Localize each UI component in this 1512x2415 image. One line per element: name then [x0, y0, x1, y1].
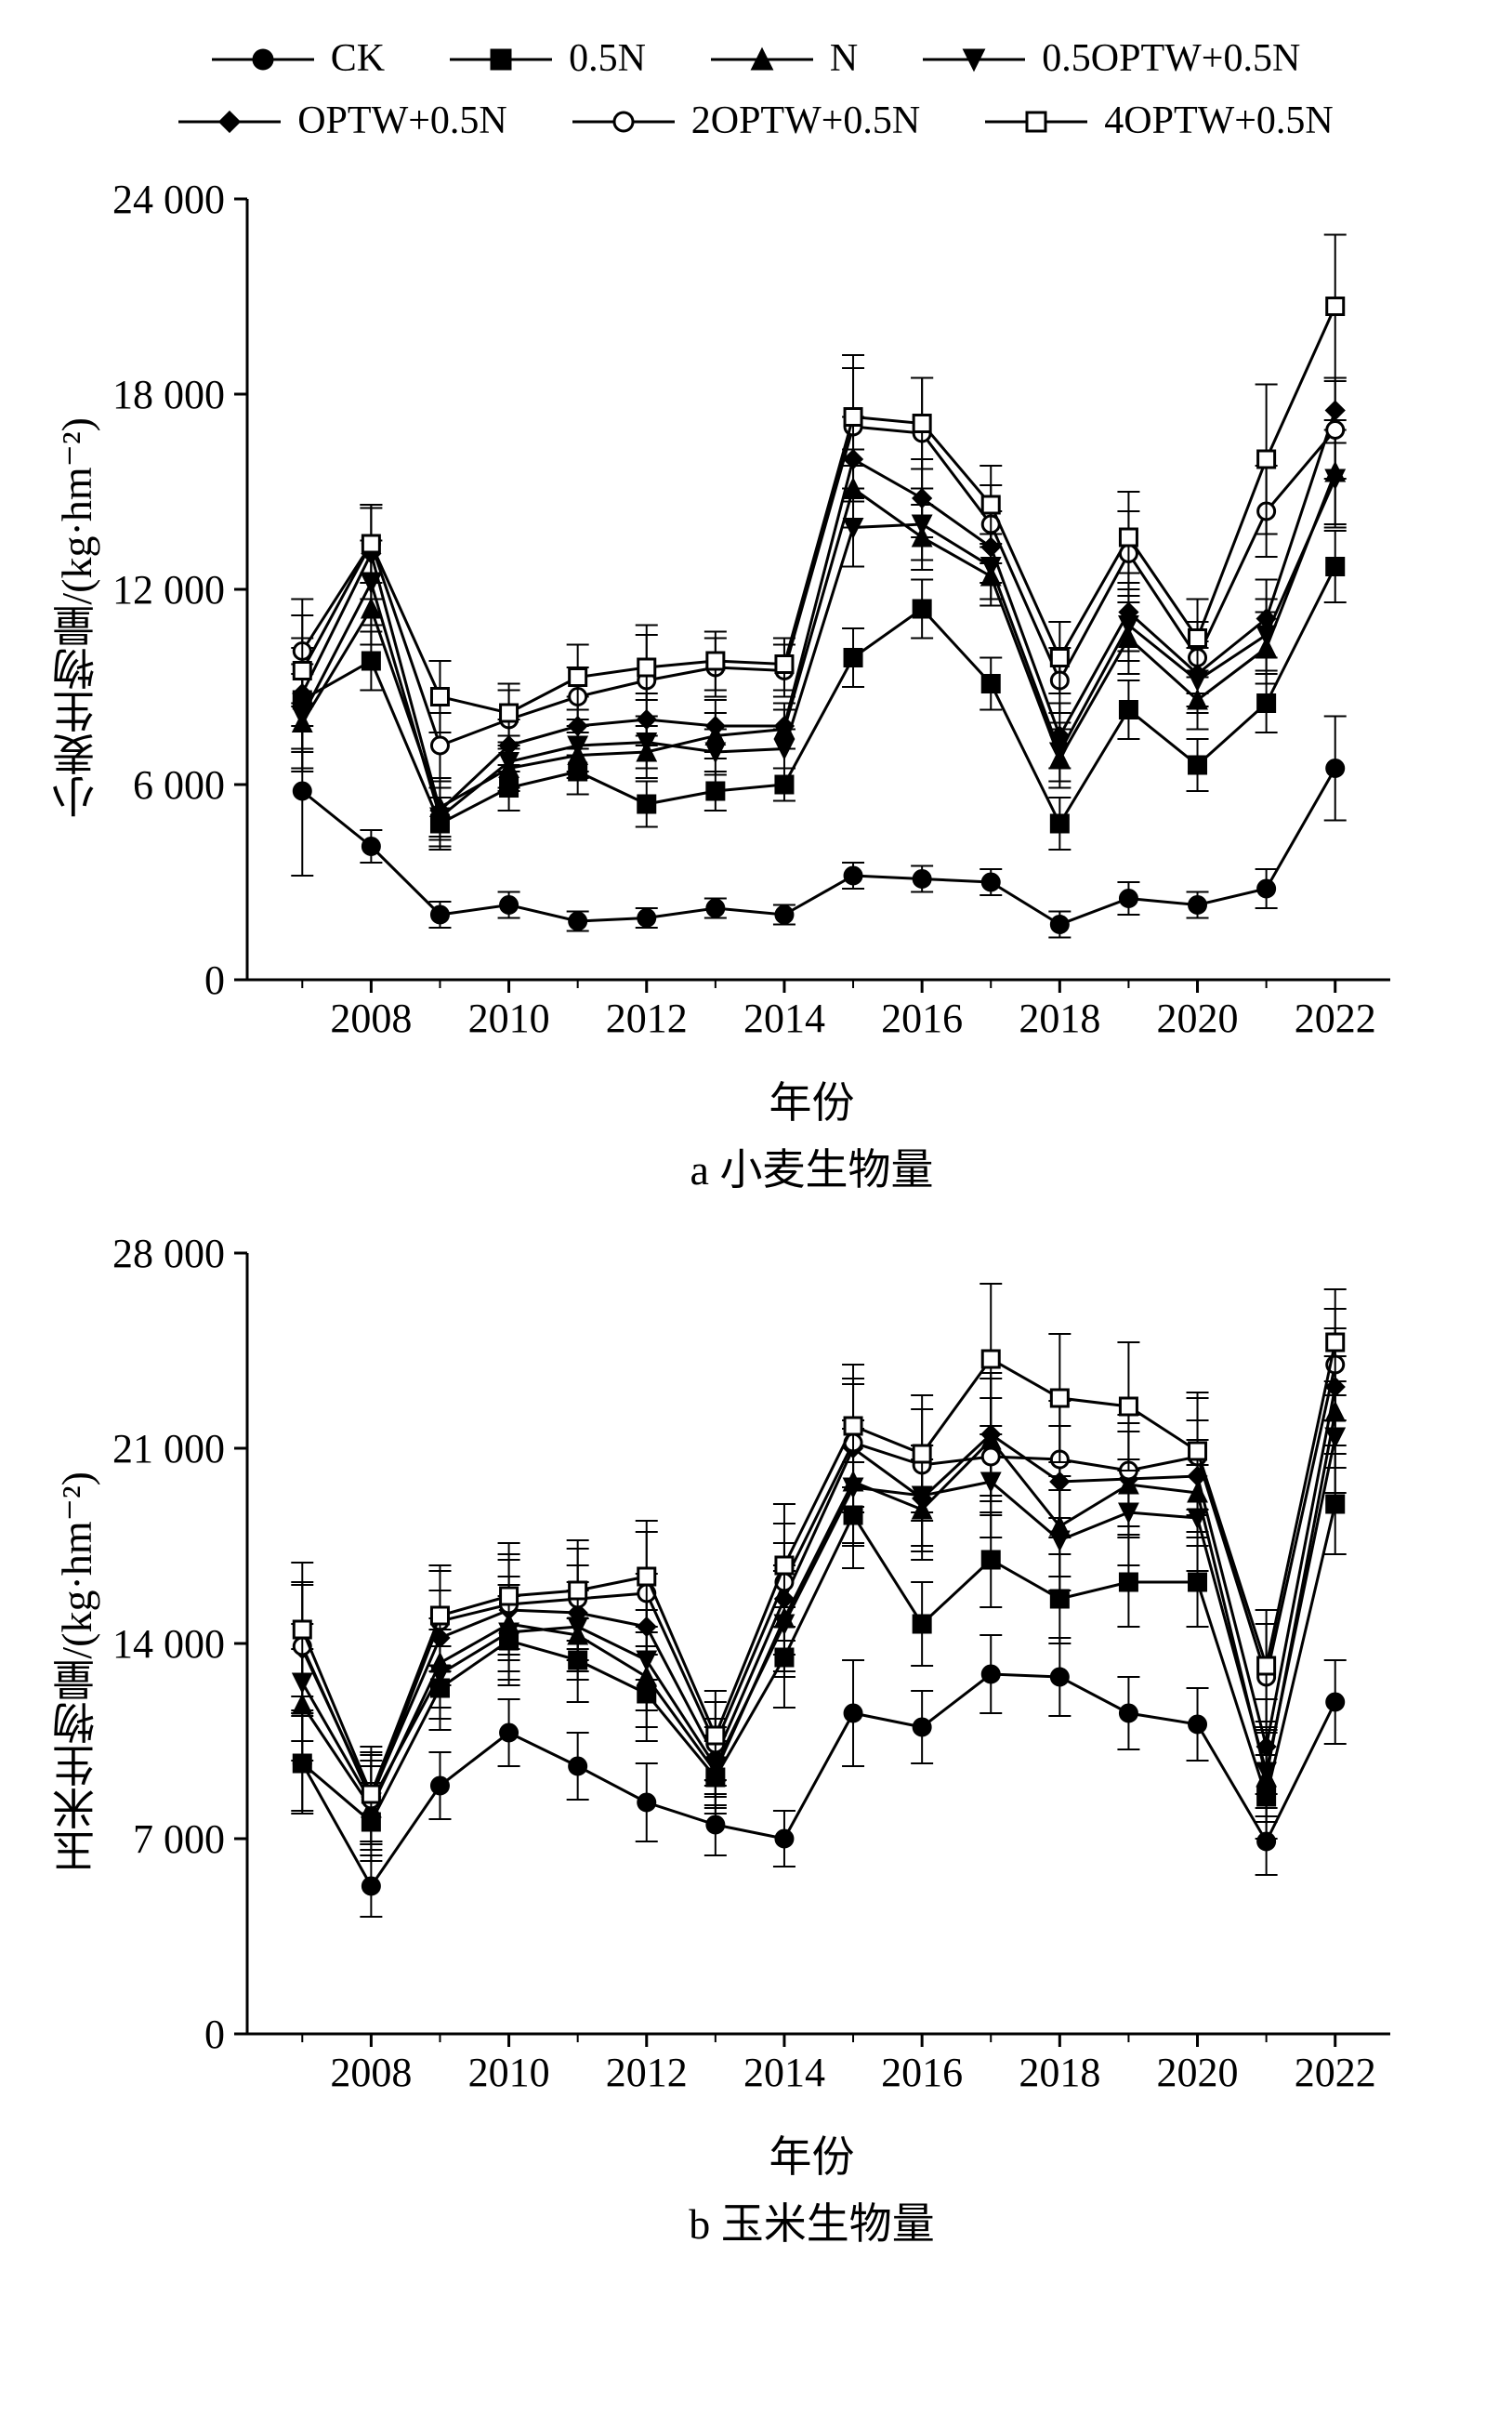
svg-text:2018: 2018: [1019, 996, 1100, 1041]
svg-text:18 000: 18 000: [112, 372, 225, 417]
svg-text:2010: 2010: [468, 2050, 550, 2095]
legend-label: 0.5OPTW+0.5N: [1042, 28, 1300, 90]
svg-text:6 000: 6 000: [133, 762, 225, 808]
legend-item: 0.5N: [450, 28, 646, 90]
svg-text:2022: 2022: [1295, 2050, 1376, 2095]
chart-a-title: a 小麦生物量: [149, 1136, 1475, 1197]
chart-b-title: b 玉米生物量: [149, 2190, 1475, 2251]
svg-text:2018: 2018: [1019, 2050, 1100, 2095]
legend: CK 0.5N N 0.5OPTW+0.5N OPTW+0.5N 2OPTW+0.5N 4O…: [37, 28, 1475, 152]
chart-a-ylabel: 小麦生物量/(kg·hm⁻²): [37, 417, 108, 819]
legend-item: 0.5OPTW+0.5N: [923, 28, 1300, 90]
legend-item: CK: [212, 28, 385, 90]
svg-text:2008: 2008: [330, 996, 412, 1041]
svg-text:2008: 2008: [330, 2050, 412, 2095]
svg-text:14 000: 14 000: [112, 1621, 225, 1667]
chart-b: 0 7 000 14 000 21 000 28 000 2008 2010 2012 2014…: [108, 1225, 1427, 2118]
svg-text:24 000: 24 000: [112, 177, 225, 222]
legend-marker-icon: [985, 101, 1087, 142]
legend-item: N: [711, 28, 858, 90]
svg-text:2020: 2020: [1157, 2050, 1239, 2095]
svg-text:2014: 2014: [743, 2050, 825, 2095]
svg-text:0: 0: [204, 2012, 225, 2057]
legend-item: 2OPTW+0.5N: [572, 90, 921, 152]
legend-marker-icon: [711, 39, 813, 80]
legend-item: 4OPTW+0.5N: [985, 90, 1334, 152]
chart-b-block: 玉米生物量/(kg·hm⁻²) 0 7 000 14 000 21 000 28 000…: [37, 1225, 1475, 2251]
chart-b-ylabel: 玉米生物量/(kg·hm⁻²): [37, 1471, 108, 1873]
figure: CK 0.5N N 0.5OPTW+0.5N OPTW+0.5N 2OPTW+0.5N 4O…: [0, 0, 1512, 2335]
svg-text:0: 0: [204, 957, 225, 1003]
legend-label: OPTW+0.5N: [297, 90, 507, 152]
legend-marker-icon: [923, 39, 1025, 80]
svg-text:21 000: 21 000: [112, 1426, 225, 1471]
svg-text:2022: 2022: [1295, 996, 1376, 1041]
svg-text:2010: 2010: [468, 996, 550, 1041]
legend-marker-icon: [450, 39, 552, 80]
legend-label: 2OPTW+0.5N: [691, 90, 921, 152]
svg-text:2014: 2014: [743, 996, 825, 1041]
legend-label: N: [830, 28, 858, 90]
legend-label: 0.5N: [569, 28, 646, 90]
chart-a: 0 6 000 12 000 18 000 24 000 2008 2010 2012 2014…: [108, 171, 1427, 1063]
legend-marker-icon: [178, 101, 281, 142]
legend-marker-icon: [212, 39, 314, 80]
chart-a-block: 小麦生物量/(kg·hm⁻²) 0 6 000 12 000 18 000 24 000…: [37, 171, 1475, 1197]
svg-text:28 000: 28 000: [112, 1231, 225, 1276]
legend-label: CK: [331, 28, 385, 90]
chart-b-xlabel: 年份: [149, 2123, 1475, 2184]
svg-text:2016: 2016: [881, 2050, 963, 2095]
svg-text:12 000: 12 000: [112, 567, 225, 613]
legend-item: OPTW+0.5N: [178, 90, 507, 152]
svg-text:2012: 2012: [606, 996, 688, 1041]
legend-marker-icon: [572, 101, 675, 142]
chart-a-xlabel: 年份: [149, 1069, 1475, 1130]
legend-label: 4OPTW+0.5N: [1104, 90, 1334, 152]
svg-text:7 000: 7 000: [133, 1816, 225, 1862]
svg-text:2020: 2020: [1157, 996, 1239, 1041]
svg-text:2012: 2012: [606, 2050, 688, 2095]
svg-text:2016: 2016: [881, 996, 963, 1041]
